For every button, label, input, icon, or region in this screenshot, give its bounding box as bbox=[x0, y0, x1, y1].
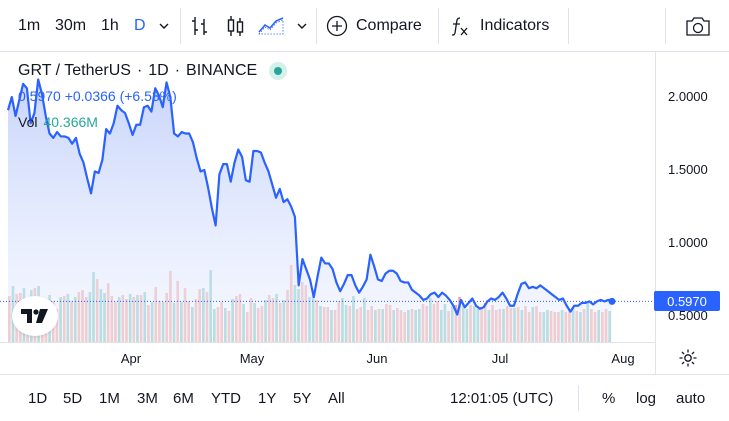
compare-label: Compare bbox=[356, 17, 422, 34]
range-ytd-button[interactable]: YTD bbox=[211, 390, 241, 407]
percent-scale-toggle[interactable]: % bbox=[602, 390, 616, 407]
price-tick: 2.0000 bbox=[668, 89, 708, 104]
interval-dropdown-button[interactable] bbox=[158, 0, 170, 52]
range-5d-button[interactable]: 5D bbox=[63, 390, 83, 407]
auto-scale-toggle[interactable]: auto bbox=[676, 390, 706, 407]
bar-chart-icon bbox=[192, 17, 207, 35]
market-status-icon bbox=[269, 62, 288, 80]
range-6m-button[interactable]: 6M bbox=[173, 390, 194, 407]
price-tick: 1.5000 bbox=[668, 162, 708, 177]
volume-label: Vol bbox=[18, 114, 38, 130]
snapshot-button[interactable] bbox=[684, 0, 712, 52]
chart-style-dropdown-button[interactable] bbox=[296, 0, 308, 52]
last-price-marker bbox=[608, 297, 616, 305]
volume-value: 40.366M bbox=[43, 114, 98, 130]
tradingview-logo[interactable] bbox=[12, 296, 58, 336]
range-3m-button[interactable]: 3M bbox=[137, 390, 158, 407]
symbol-name: GRT / TetherUS bbox=[18, 62, 131, 79]
interval-d-button[interactable]: D bbox=[134, 17, 146, 34]
interval-1m-button[interactable]: 1m bbox=[18, 17, 41, 34]
price-line bbox=[6, 78, 613, 316]
area-style-button[interactable] bbox=[258, 0, 284, 52]
legend-price-change: 0.5970 +0.0366 (+6.53%) bbox=[18, 88, 177, 104]
time-axis[interactable]: Apr May Jun Jul Aug bbox=[0, 342, 655, 374]
bottom-toolbar: 1D 5D 1M 3M 6M YTD 1Y 5Y All 12:01:05 (U… bbox=[0, 374, 729, 421]
plus-circle-icon bbox=[326, 15, 348, 37]
legend-title[interactable]: GRT / TetherUS · 1D · BINANCE bbox=[18, 62, 288, 80]
symbol-exchange: BINANCE bbox=[186, 62, 258, 79]
chart-settings-button[interactable] bbox=[678, 348, 698, 373]
chevron-down-icon bbox=[159, 23, 169, 29]
time-tick: Jul bbox=[491, 351, 509, 366]
indicators-label: Indicators bbox=[480, 17, 550, 34]
range-1m-button[interactable]: 1M bbox=[99, 390, 120, 407]
symbol-interval: 1D bbox=[148, 62, 169, 79]
time-tick: Apr bbox=[120, 351, 142, 366]
interval-30m-button[interactable]: 30m bbox=[55, 17, 87, 34]
legend-volume: Vol 40.366M bbox=[18, 114, 98, 130]
candle-style-button[interactable] bbox=[226, 0, 246, 52]
time-tick: Jun bbox=[366, 351, 388, 366]
compare-button[interactable]: Compare bbox=[326, 0, 422, 52]
chart-area[interactable]: GRT / TetherUS · 1D · BINANCE 0.5970 +0.… bbox=[0, 52, 729, 374]
price-area bbox=[8, 79, 612, 342]
current-price-tag: 0.5970 bbox=[654, 291, 720, 312]
fx-icon bbox=[451, 17, 468, 36]
price-tick: 0.5000 bbox=[668, 308, 708, 323]
chevron-down-icon bbox=[297, 23, 307, 29]
range-5y-button[interactable]: 5Y bbox=[293, 390, 312, 407]
bar-style-button[interactable] bbox=[190, 0, 210, 52]
tradingview-logo-icon bbox=[21, 309, 48, 323]
time-tick: May bbox=[239, 351, 265, 366]
log-scale-toggle[interactable]: log bbox=[636, 390, 657, 407]
range-all-button[interactable]: All bbox=[328, 390, 345, 407]
indicators-button[interactable]: Indicators bbox=[450, 0, 549, 52]
gear-icon bbox=[679, 349, 697, 367]
clock-timezone-button[interactable]: 12:01:05 (UTC) bbox=[450, 390, 554, 407]
camera-icon bbox=[686, 17, 710, 36]
candlestick-icon bbox=[227, 16, 244, 36]
time-tick: Aug bbox=[611, 351, 635, 366]
interval-1h-button[interactable]: 1h bbox=[101, 17, 119, 34]
price-tick: 1.0000 bbox=[668, 235, 708, 250]
area-chart-icon bbox=[258, 17, 284, 35]
range-1y-button[interactable]: 1Y bbox=[258, 390, 277, 407]
range-1d-button[interactable]: 1D bbox=[28, 390, 48, 407]
price-axis[interactable]: 2.0000 1.5000 1.0000 0.5000 bbox=[655, 52, 729, 374]
top-toolbar: 1m 30m 1h D Compare bbox=[0, 0, 729, 52]
